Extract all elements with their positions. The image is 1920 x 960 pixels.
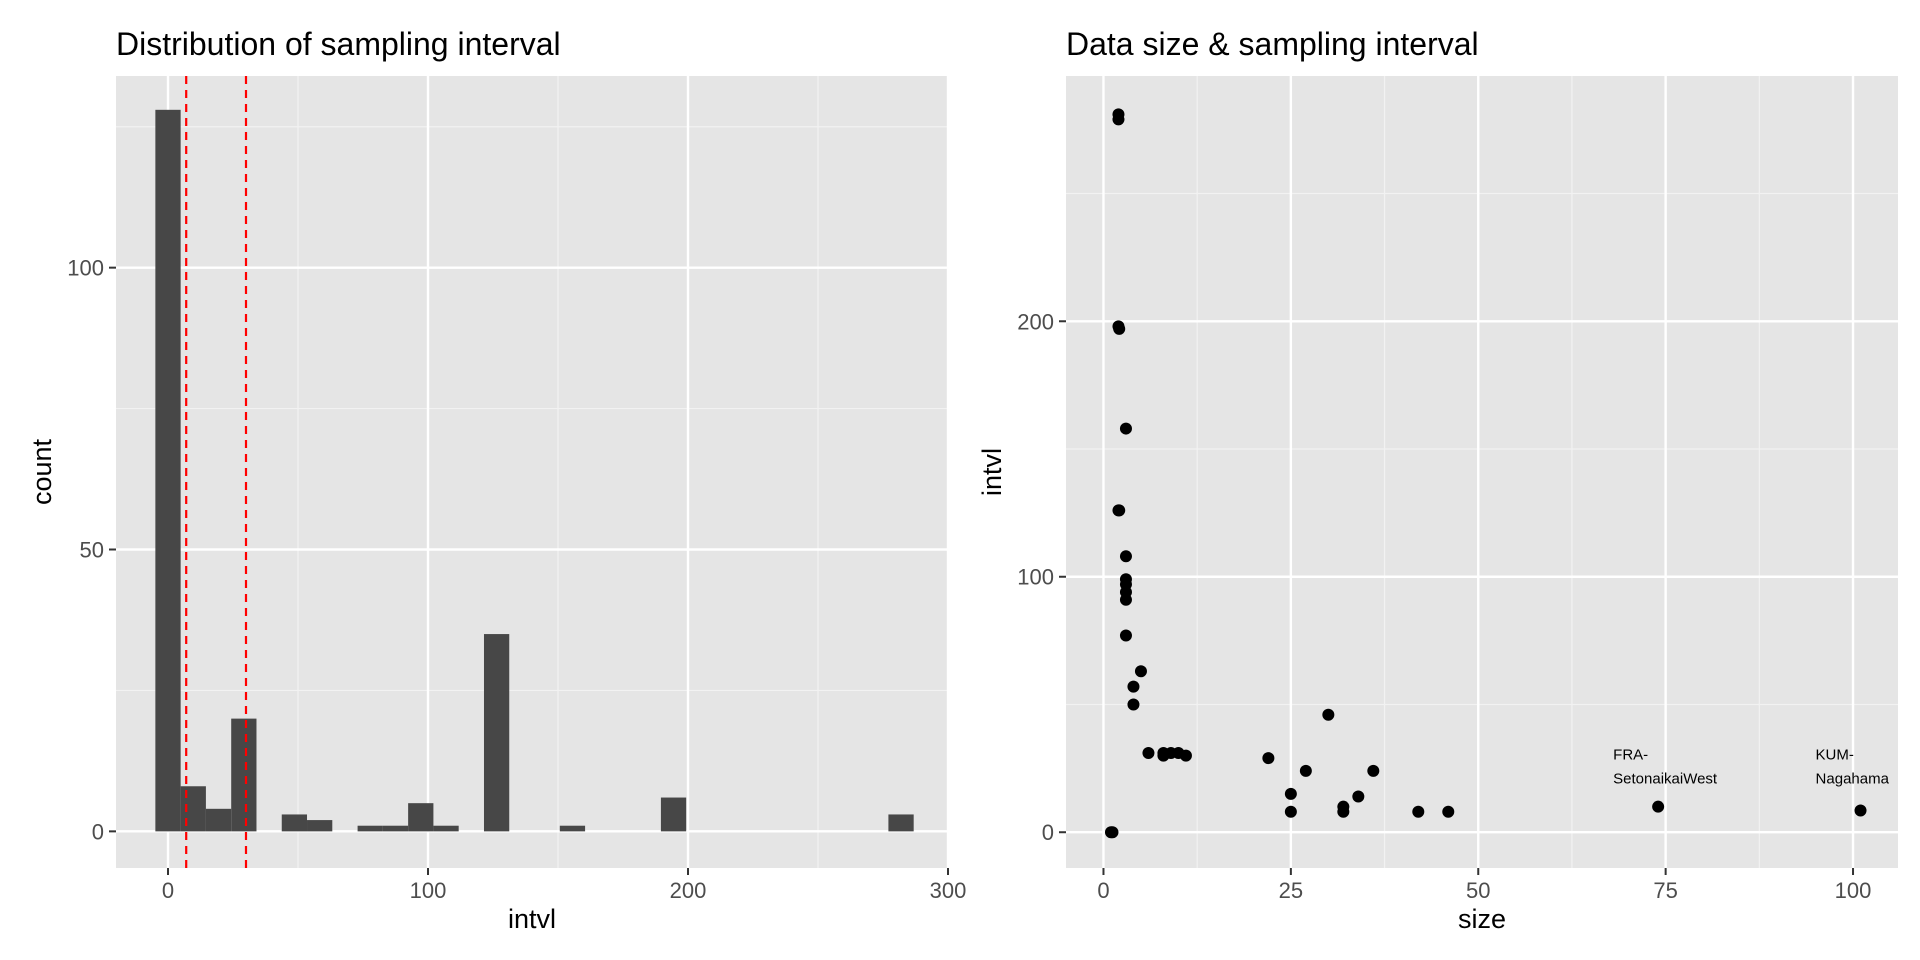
scatter-point	[1284, 787, 1297, 800]
histogram-title: Distribution of sampling interval	[116, 26, 561, 62]
scatter-y-tick-label: 0	[1042, 820, 1054, 845]
point-annotation: FRA-	[1613, 746, 1648, 763]
scatter-y-tick-label: 200	[1017, 309, 1054, 334]
scatter-point	[1442, 805, 1455, 818]
scatter-y-tick-label: 100	[1017, 565, 1054, 590]
scatter-point	[1119, 422, 1132, 435]
scatter-point	[1127, 680, 1140, 693]
scatter-point	[1299, 764, 1312, 777]
scatter-point	[1352, 790, 1365, 803]
histogram-bar	[155, 109, 181, 832]
histogram-bar	[483, 634, 510, 832]
histogram-bar	[888, 814, 914, 832]
scatter-x-tick-label: 100	[1835, 878, 1872, 903]
histogram-bar	[382, 825, 409, 832]
scatter-ticks: 0 25 50 75 100 0 100 200	[1017, 309, 1871, 903]
histogram-x-axis-title: intvl	[508, 904, 556, 934]
histogram-bar	[408, 803, 434, 832]
point-annotation: Nagahama	[1816, 770, 1890, 787]
scatter-point	[1412, 805, 1425, 818]
histogram-bar	[281, 814, 308, 832]
histogram-bar	[660, 797, 687, 832]
histogram-bar	[231, 718, 257, 832]
scatter-x-tick-label: 0	[1097, 878, 1109, 903]
histogram-x-tick-label: 0	[162, 878, 174, 903]
scatter-point	[1106, 826, 1119, 839]
scatter-gridlines	[1066, 76, 1898, 868]
scatter-point	[1134, 665, 1147, 678]
scatter-x-axis-title: size	[1458, 904, 1506, 934]
histogram-bar	[559, 825, 586, 832]
scatter-point	[1127, 698, 1140, 711]
histogram-bar	[433, 825, 459, 832]
histogram-y-tick-label: 50	[80, 538, 104, 563]
scatter-point	[1179, 749, 1192, 762]
histogram-ticks: 0 100 200 300 0 50 100	[67, 256, 966, 903]
scatter-point	[1113, 322, 1126, 335]
scatter-point	[1367, 764, 1380, 777]
point-annotation: KUM-	[1816, 746, 1854, 763]
scatter-x-tick-label: 75	[1653, 878, 1677, 903]
histogram-y-tick-label: 0	[92, 819, 104, 844]
histogram-bar	[307, 820, 333, 832]
histogram-chart: Distribution of sampling interval 0 100 20…	[27, 26, 966, 934]
scatter-point	[1113, 504, 1126, 517]
scatter-x-tick-label: 50	[1466, 878, 1490, 903]
histogram-bar	[180, 786, 206, 832]
scatter-point	[1652, 800, 1665, 813]
histogram-bar	[357, 825, 383, 832]
scatter-point	[1854, 804, 1867, 817]
histogram-reference-lines	[185, 76, 248, 868]
scatter-chart: Data size & sampling interval FRA- Setona…	[977, 26, 1898, 934]
scatter-x-tick-label: 25	[1279, 878, 1303, 903]
scatter-y-axis-title: intvl	[977, 448, 1007, 496]
scatter-point	[1262, 752, 1275, 765]
histogram-x-tick-label: 300	[930, 878, 967, 903]
scatter-points	[1104, 108, 1867, 839]
scatter-point	[1142, 747, 1155, 760]
point-annotation: SetonaikaiWest	[1613, 770, 1718, 787]
scatter-point	[1119, 629, 1132, 642]
scatter-point	[1119, 593, 1132, 606]
histogram-y-tick-label: 100	[67, 256, 104, 281]
scatter-annotations: FRA- SetonaikaiWest KUM- Nagahama	[1613, 746, 1889, 787]
scatter-point	[1322, 708, 1335, 721]
scatter-point	[1119, 550, 1132, 563]
histogram-y-axis-title: count	[27, 438, 57, 505]
scatter-point	[1337, 805, 1350, 818]
histogram-bar	[205, 808, 232, 832]
histogram-x-tick-label: 100	[410, 878, 447, 903]
histogram-bars	[155, 109, 914, 832]
scatter-point	[1112, 113, 1125, 126]
scatter-point	[1284, 805, 1297, 818]
scatter-panel	[1066, 76, 1898, 868]
histogram-x-tick-label: 200	[670, 878, 707, 903]
scatter-title: Data size & sampling interval	[1066, 26, 1479, 62]
